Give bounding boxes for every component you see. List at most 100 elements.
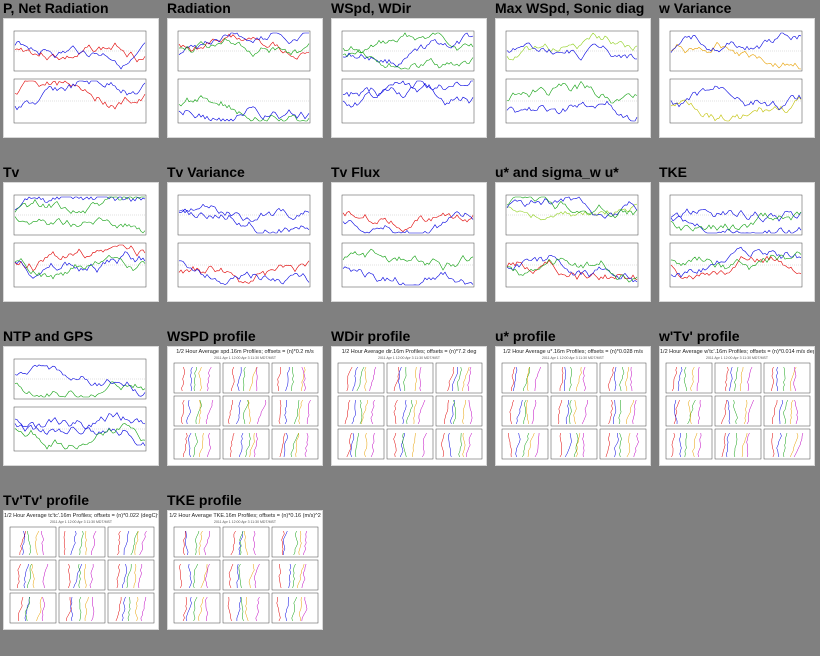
profile-line: [284, 399, 288, 425]
plot-thumbnail[interactable]: 1/2 Hour Average dir.16m Profiles; offse…: [331, 346, 487, 466]
plot-thumbnail[interactable]: [3, 18, 159, 138]
profile-line: [183, 530, 186, 556]
plot-cell-tv-flux: Tv Flux: [328, 164, 488, 324]
profile-line: [193, 366, 197, 392]
profile-line: [782, 432, 788, 458]
series-line: [670, 215, 802, 234]
series-line: [342, 266, 474, 286]
profile-line: [115, 597, 122, 622]
plot-image: [177, 30, 311, 124]
profile-line: [790, 432, 799, 458]
plot-thumbnail[interactable]: 1/2 Hour Average spd.16m Profiles; offse…: [167, 346, 323, 466]
profile-line: [575, 432, 581, 458]
profile-line: [238, 530, 244, 556]
plot-thumbnail[interactable]: [331, 182, 487, 302]
plot-thumbnail[interactable]: [3, 346, 159, 466]
plot-title: NTP and GPS: [3, 328, 93, 344]
profile-line: [414, 366, 417, 392]
profile-line: [291, 596, 297, 622]
series-line: [14, 80, 146, 111]
profile-line: [515, 432, 521, 458]
profile-line: [79, 530, 84, 556]
profile-line: [117, 530, 121, 556]
profile-line: [192, 563, 198, 589]
plot-cell-tv-variance: Tv Variance: [164, 164, 324, 324]
plot-thumbnail[interactable]: 1/2 Hour Average w'tc'.16m Profiles; off…: [659, 346, 815, 466]
profile-line: [36, 596, 43, 622]
profile-line: [351, 399, 356, 425]
profile-line: [511, 366, 516, 392]
plot-thumbnail[interactable]: [331, 18, 487, 138]
plot-cell-w-variance: w Variance: [656, 0, 816, 160]
profile-line: [573, 399, 577, 425]
profile-line: [403, 366, 407, 391]
plot-image: [337, 362, 483, 460]
profile-line: [673, 399, 678, 425]
profile-line: [181, 366, 186, 392]
plot-image: [505, 30, 639, 124]
profile-line: [355, 432, 359, 458]
profile-line: [605, 432, 610, 458]
profile-line: [278, 563, 282, 589]
profile-line: [619, 432, 622, 458]
profile-line: [406, 399, 413, 425]
series-line: [506, 80, 638, 104]
profile-line: [227, 596, 232, 622]
profile-line: [256, 399, 267, 425]
profile-line: [256, 366, 258, 392]
profile-line: [255, 596, 260, 622]
profile-line: [361, 400, 368, 425]
profile-line: [565, 399, 569, 425]
profile-line: [299, 596, 302, 622]
profile-line: [19, 530, 26, 556]
plot-title: TKE: [659, 164, 687, 180]
profile-line: [794, 399, 799, 425]
profile-line: [35, 530, 40, 556]
profile-line: [23, 563, 29, 589]
plot-thumbnail[interactable]: [167, 18, 323, 138]
plot-thumbnail[interactable]: 1/2 Hour Average TKE.16m Profiles; offse…: [167, 510, 323, 630]
series-line: [178, 260, 310, 284]
profile-line: [184, 530, 189, 556]
plot-cell-tke-profile: TKE profile 1/2 Hour Average TKE.16m Pro…: [164, 492, 324, 652]
profile-line: [193, 596, 198, 622]
plot-cell-wspd-profile: WSPD profile 1/2 Hour Average spd.16m Pr…: [164, 328, 324, 488]
plot-thumbnail[interactable]: [495, 182, 651, 302]
plot-cell-tvtv-profile: Tv'Tv' profile 1/2 Hour Average tc'tc'.1…: [0, 492, 160, 652]
profile-line: [462, 399, 466, 425]
plot-cell-radiation: Radiation: [164, 0, 324, 160]
profile-line: [776, 432, 782, 458]
plot-thumbnail[interactable]: [659, 18, 815, 138]
plot-thumbnail[interactable]: 1/2 Hour Average tc'tc'.16m Profiles; of…: [3, 510, 159, 630]
profile-line: [581, 399, 588, 425]
profile-line: [633, 432, 639, 458]
profile-line: [130, 530, 139, 556]
plot-image: [341, 194, 475, 288]
plot-title: Tv'Tv' profile: [3, 492, 90, 508]
profile-line: [559, 432, 563, 458]
plot-thumbnail[interactable]: [167, 182, 323, 302]
profile-line: [198, 366, 202, 392]
profile-subheader: 2011 Apr 1 12:00 Apr 3 11:30 MDT/MST: [542, 356, 604, 360]
plot-thumbnail[interactable]: [659, 182, 815, 302]
plot-thumbnail[interactable]: [495, 18, 651, 138]
profile-line: [298, 399, 304, 425]
profile-line: [776, 366, 778, 392]
profile-line: [70, 596, 73, 622]
plot-title: Max WSpd, Sonic diag: [495, 0, 645, 16]
profile-header: 1/2 Hour Average tc'tc'.16m Profiles; of…: [4, 513, 159, 519]
plot-thumbnail[interactable]: 1/2 Hour Average u*.16m Profiles; offset…: [495, 346, 651, 466]
profile-line: [240, 596, 244, 622]
profile-line: [245, 432, 251, 458]
series-line: [506, 100, 638, 122]
profile-line: [563, 366, 567, 392]
series-line: [14, 364, 146, 397]
profile-line: [79, 596, 82, 622]
profile-line: [531, 399, 537, 425]
profile-line: [417, 399, 426, 425]
plot-thumbnail[interactable]: [3, 182, 159, 302]
plot-title: Tv: [3, 164, 20, 180]
profile-line: [236, 596, 242, 621]
profile-line: [522, 367, 530, 392]
series-line: [670, 41, 802, 70]
